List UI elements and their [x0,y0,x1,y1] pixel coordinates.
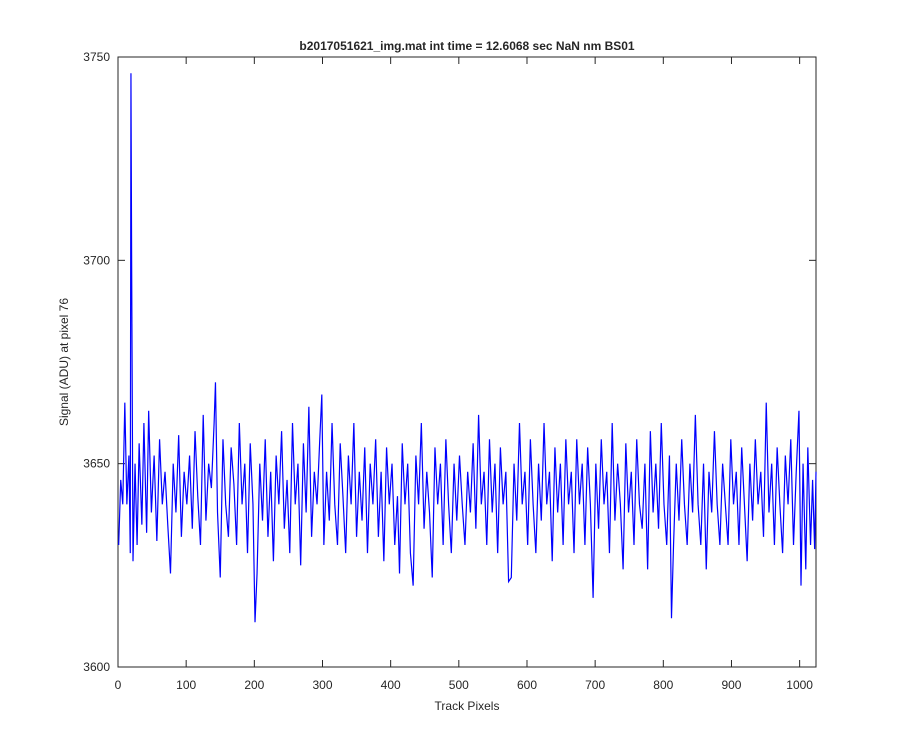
y-tick-label: 3750 [83,50,110,64]
x-tick-label: 700 [585,678,605,692]
y-tick-label: 3600 [83,660,110,674]
plot-area [117,56,817,668]
x-tick-label: 100 [176,678,196,692]
x-tick-label: 200 [244,678,264,692]
data-line [118,73,817,623]
x-tick-label: 900 [721,678,741,692]
x-axis-label: Track Pixels [435,699,500,713]
x-tick-label: 600 [517,678,537,692]
y-tick-label: 3700 [83,253,110,267]
x-tick-label: 500 [449,678,469,692]
x-tick-label: 0 [115,678,122,692]
chart-title: b2017051621_img.mat int time = 12.6068 s… [299,39,635,53]
x-tick-label: 300 [312,678,332,692]
x-tick-label: 400 [381,678,401,692]
y-tick-label: 3650 [83,457,110,471]
y-axis-label: Signal (ADU) at pixel 76 [57,298,71,426]
x-tick-label: 1000 [786,678,813,692]
x-tick-label: 800 [653,678,673,692]
